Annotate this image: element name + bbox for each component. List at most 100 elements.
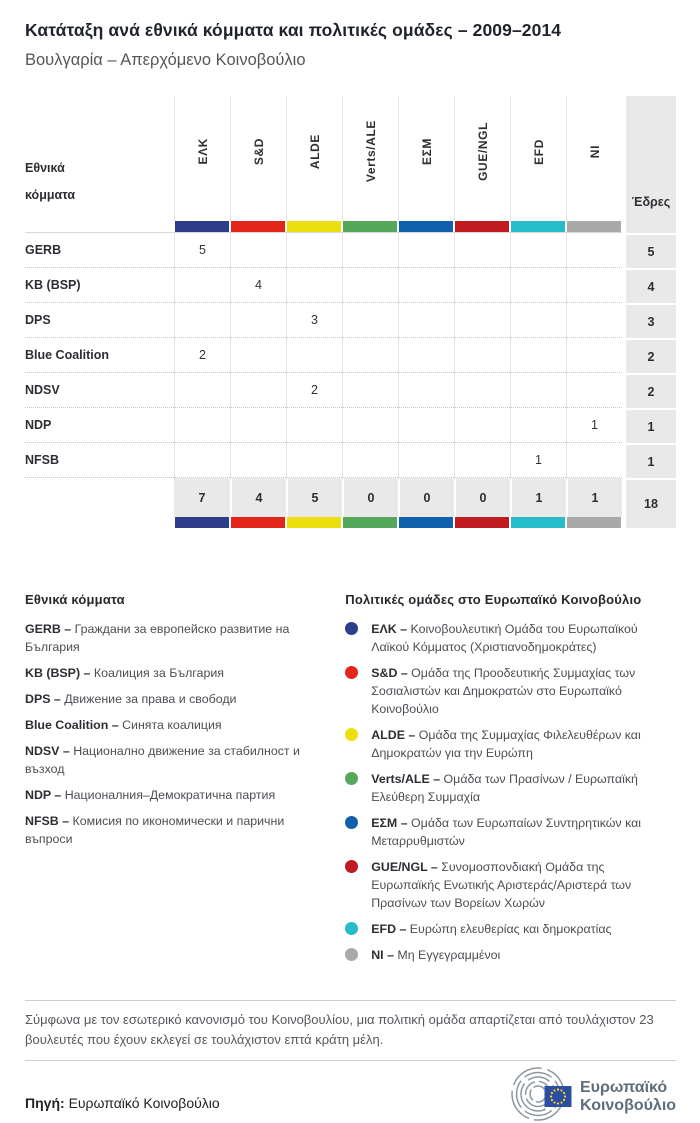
legend-party-item: NDSV – Национално движение за стабилност… <box>25 742 326 778</box>
seat-value-cell <box>398 233 454 268</box>
seat-value-cell: 1 <box>566 408 622 443</box>
legend-group-desc: Ευρώπη ελευθερίας και δημοκρατίας <box>409 922 612 936</box>
seat-value-cell <box>398 303 454 338</box>
divider-bottom <box>25 1060 676 1061</box>
group-column-header: ΕΣΜ <box>398 96 454 221</box>
source-text: Ευρωπαϊκό Κοινοβούλιο <box>68 1095 220 1111</box>
legend-group-text: ΕΛΚ – Κοινοβουλευτική Ομάδα του Ευρωπαϊκ… <box>371 620 676 656</box>
legend-party-item: GERB – Граждани за европейско развитие н… <box>25 620 326 656</box>
seat-value-cell <box>342 268 398 303</box>
legends-section: Εθνικά κόμματα GERB – Граждани за европе… <box>25 592 676 972</box>
legend-group-text: EFD – Ευρώπη ελευθερίας και δημοκρατίας <box>371 920 611 938</box>
party-name-cell: NFSB <box>25 443 174 478</box>
legend-color-dot <box>345 622 359 635</box>
group-color-bar-cell <box>398 221 454 233</box>
table-row: NFSB 1 1 <box>25 443 676 478</box>
seat-value-cell <box>286 338 342 373</box>
group-color-bar-cell <box>230 517 286 528</box>
group-color-bar-cell <box>342 517 398 528</box>
legend-party-desc: Национално движение за стабилност и възх… <box>25 744 300 776</box>
seat-value-cell <box>398 338 454 373</box>
party-name-cell: NDP <box>25 408 174 443</box>
legend-parties-list: GERB – Граждани за европейско развитие н… <box>25 620 326 848</box>
eu-flag-icon <box>544 1086 572 1107</box>
legend-group-item: S&D – Ομάδα της Προοδευτικής Συμμαχίας τ… <box>345 664 676 718</box>
seat-value-cell <box>286 233 342 268</box>
legend-parties-heading: Εθνικά κόμματα <box>25 592 125 607</box>
group-color-bar <box>455 221 509 232</box>
legend-group-abbr: GUE/NGL – <box>371 860 442 874</box>
grand-total-cell: 18 <box>626 478 676 528</box>
seat-value-cell <box>510 408 566 443</box>
legend-group-item: EFD – Ευρώπη ελευθερίας και δημοκρατίας <box>345 920 676 938</box>
seat-value-cell <box>510 233 566 268</box>
seat-value-cell <box>454 408 510 443</box>
group-color-bar-cell <box>454 517 510 528</box>
seat-value-cell <box>454 268 510 303</box>
table-row: NDSV 2 2 <box>25 373 676 408</box>
party-name-cell: GERB <box>25 233 174 268</box>
logo-text-line2: Κοινοβούλιο <box>580 1097 676 1114</box>
group-color-bar-row <box>25 221 676 233</box>
group-column-label: Verts/ALE <box>363 120 378 183</box>
seat-value-cell <box>510 303 566 338</box>
table-row: Blue Coalition 2 2 <box>25 338 676 373</box>
legend-group-item: NI – Μη Εγγεγραμμένοι <box>345 946 676 964</box>
party-name-cell: Blue Coalition <box>25 338 174 373</box>
legend-party-abbr: DPS – <box>25 692 65 706</box>
seat-value-cell <box>230 408 286 443</box>
column-total-cell: 0 <box>398 478 454 517</box>
seat-value-cell <box>510 338 566 373</box>
row-total-cell: 1 <box>626 408 676 443</box>
group-color-bar <box>399 221 453 232</box>
group-color-bar-cell <box>510 517 566 528</box>
seat-value-cell <box>174 268 230 303</box>
seat-value-cell <box>342 233 398 268</box>
seat-value-cell <box>230 373 286 408</box>
group-color-bar <box>455 517 509 528</box>
group-column-header: ΕΛΚ <box>174 96 230 221</box>
national-parties-header-cell: Εθνικά κόμματα <box>25 96 174 221</box>
seat-value-cell <box>566 373 622 408</box>
group-column-header: GUE/NGL <box>454 96 510 221</box>
legend-group-text: GUE/NGL – Συνομοσπονδιακή Ομάδα της Ευρω… <box>371 858 676 912</box>
legend-group-desc: Μη Εγγεγραμμένοι <box>397 948 501 962</box>
legend-groups-heading: Πολιτικές ομάδες στο Ευρωπαϊκό Κοινοβούλ… <box>345 592 642 607</box>
legend-group-abbr: ΕΛΚ – <box>371 622 411 636</box>
seat-value-cell <box>510 268 566 303</box>
seat-value-cell <box>454 233 510 268</box>
seat-value-cell: 5 <box>174 233 230 268</box>
legend-group-abbr: ALDE – <box>371 728 419 742</box>
legend-groups-list: ΕΛΚ – Κοινοβουλευτική Ομάδα του Ευρωπαϊκ… <box>345 620 676 964</box>
footnote-text: Σύμφωνα με τον εσωτερικό κανονισμό του Κ… <box>25 1012 654 1047</box>
column-total-cell: 5 <box>286 478 342 517</box>
legend-party-abbr: NFSB – <box>25 814 73 828</box>
group-column-label: ΕΛΚ <box>195 138 210 165</box>
legend-group-desc: Κοινοβουλευτική Ομάδα του Ευρωπαϊκού Λαϊ… <box>371 622 638 654</box>
group-color-bar-cell <box>398 517 454 528</box>
seat-value-cell <box>510 373 566 408</box>
group-column-label: EFD <box>531 138 546 165</box>
legend-party-item: Blue Coalition – Синята коалиция <box>25 716 326 734</box>
legend-party-item: DPS – Движение за права и свободи <box>25 690 326 708</box>
group-color-bar <box>175 517 229 528</box>
group-color-bar <box>231 221 285 232</box>
legend-group-abbr: Verts/ALE – <box>371 772 444 786</box>
group-column-header: NI <box>566 96 622 221</box>
legend-party-abbr: KB (BSP) – <box>25 666 94 680</box>
seats-header-cell: Έδρες <box>626 96 676 221</box>
seat-value-cell <box>342 338 398 373</box>
row-total-cell: 5 <box>626 233 676 268</box>
legend-party-desc: Синята коалиция <box>122 718 222 732</box>
seat-value-cell: 1 <box>510 443 566 478</box>
group-color-bar-cell <box>174 517 230 528</box>
legend-color-dot <box>345 860 359 873</box>
seat-value-cell <box>174 373 230 408</box>
legend-group-desc: Ομάδα των Ευρωπαίων Συντηρητικών και Μετ… <box>371 816 642 848</box>
table-row: DPS 3 3 <box>25 303 676 338</box>
group-color-bar <box>287 517 341 528</box>
seat-value-cell <box>566 233 622 268</box>
footnote-block: Σύμφωνα με τον εσωτερικό κανονισμό του Κ… <box>25 1000 676 1061</box>
page-title: Κατάταξη ανά εθνικά κόμματα και πολιτικέ… <box>25 20 562 40</box>
